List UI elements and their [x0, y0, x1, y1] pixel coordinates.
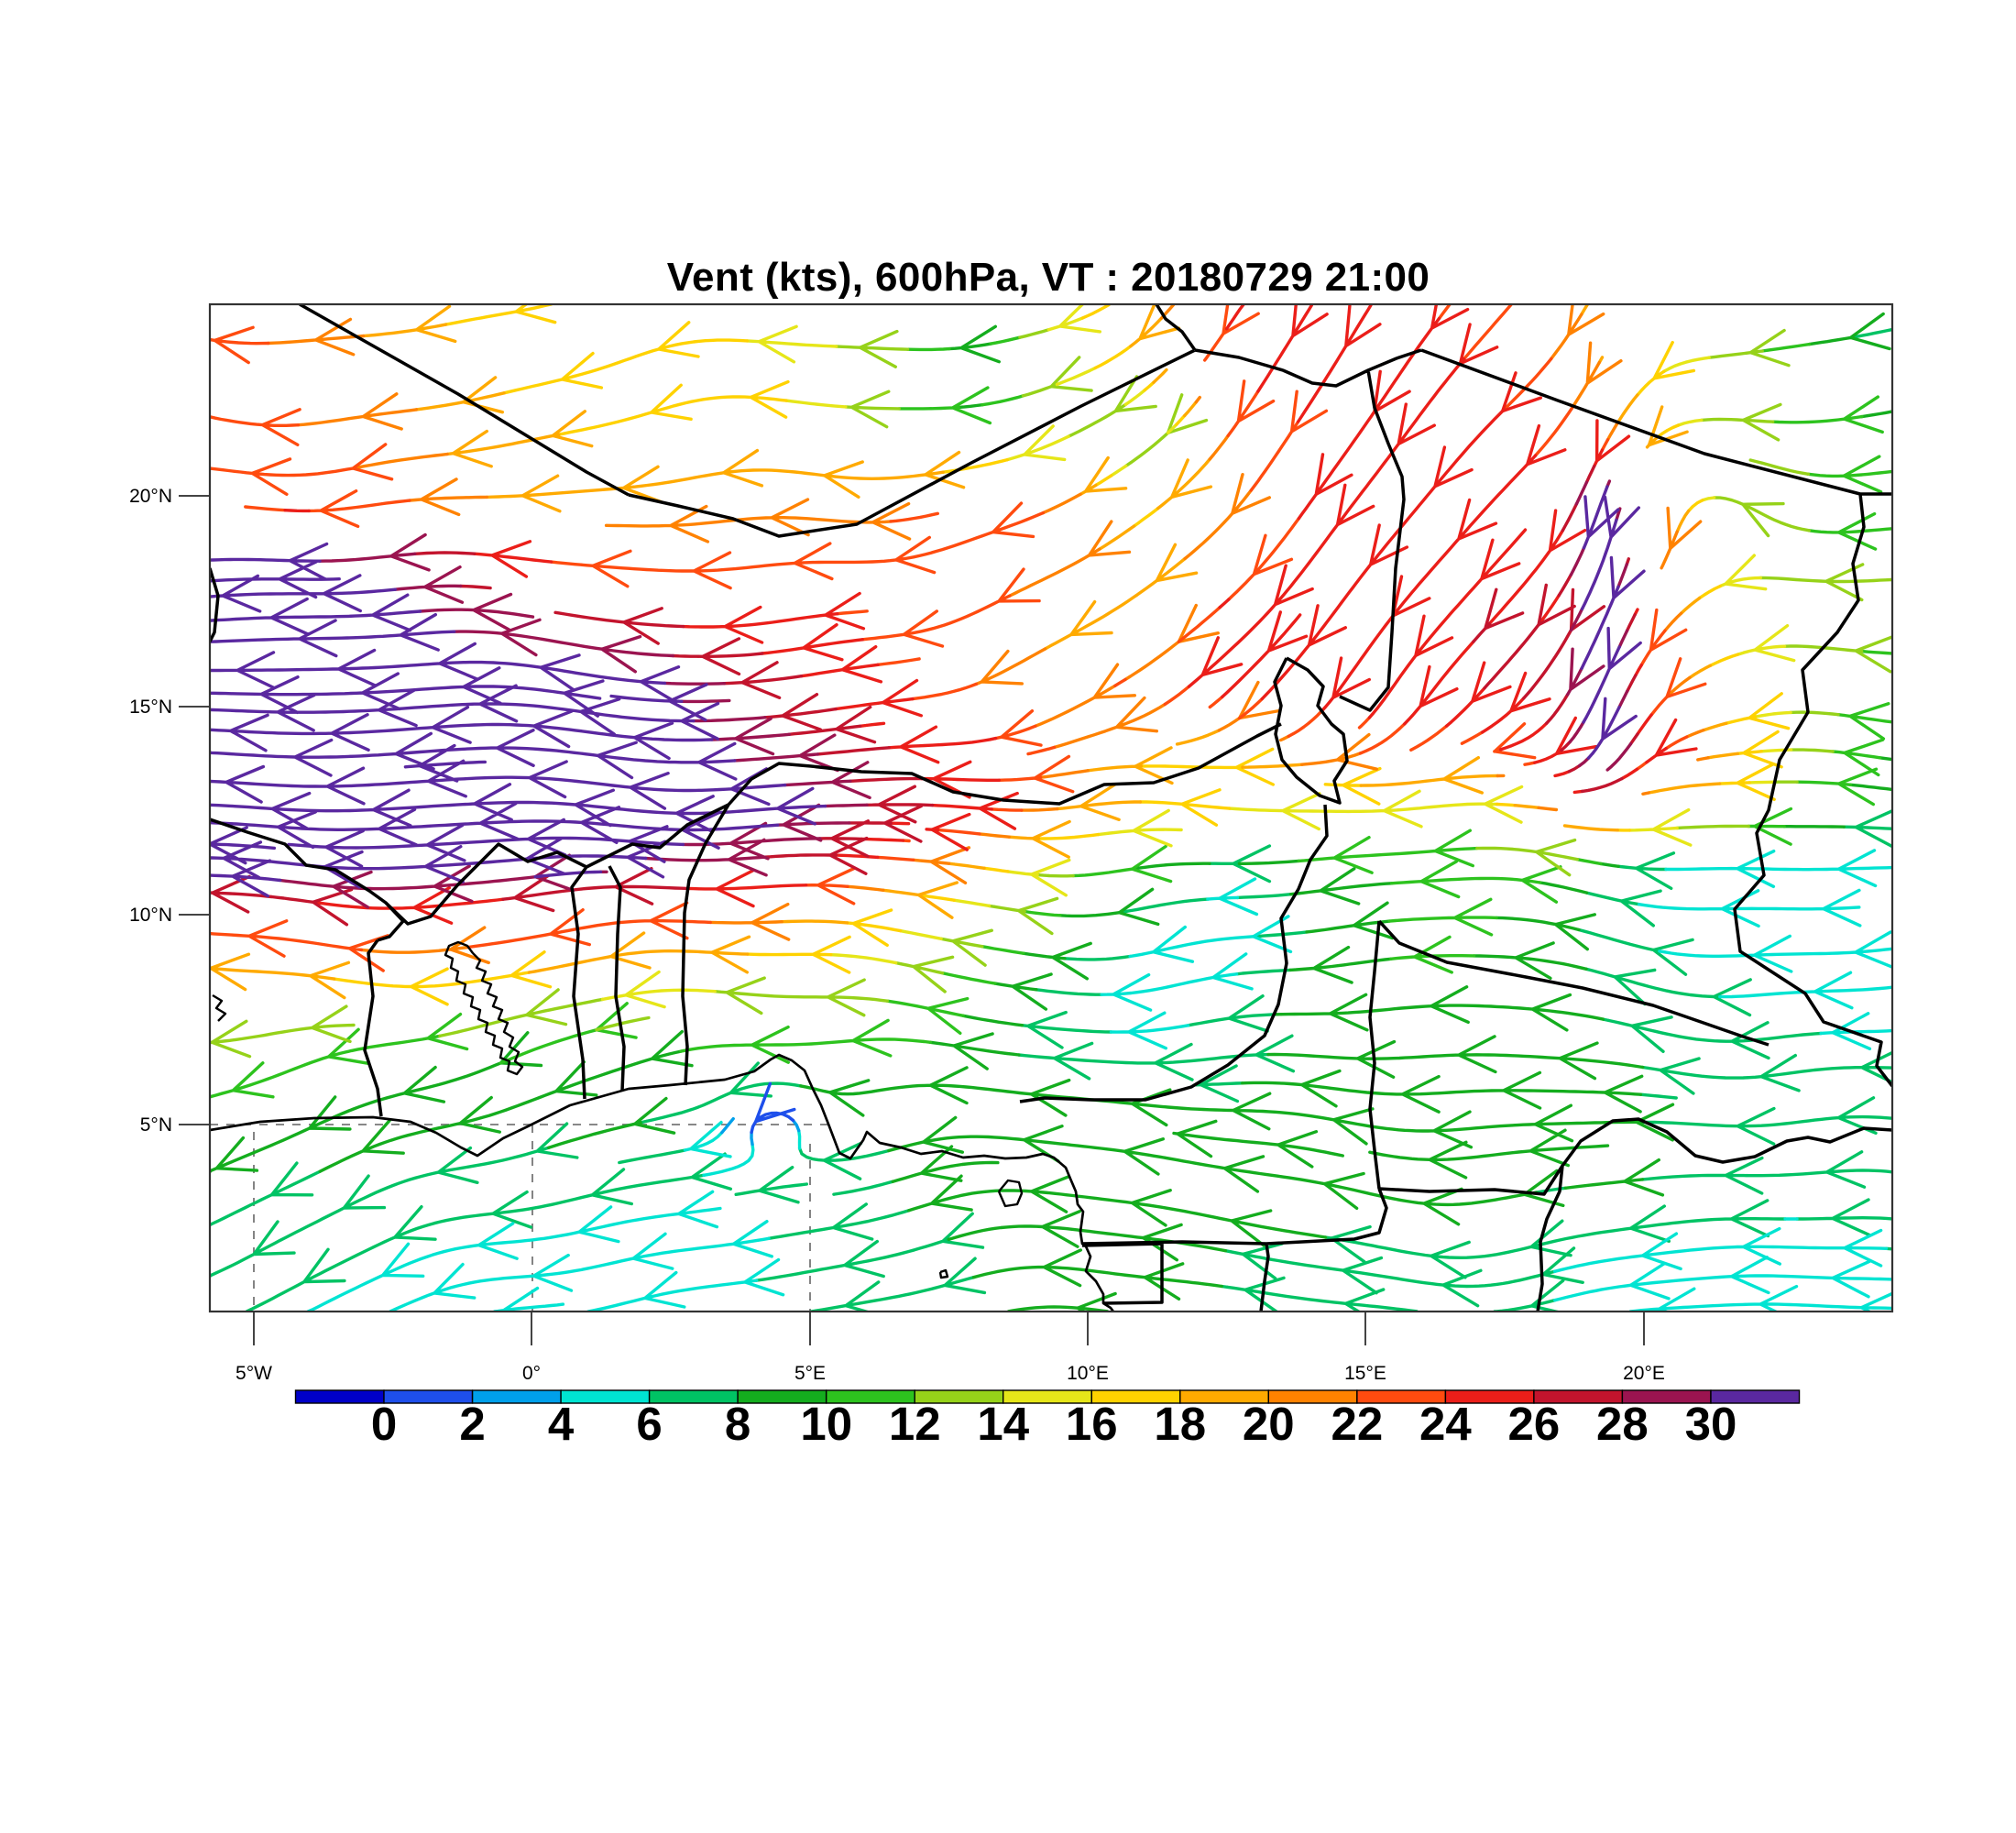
svg-text:5°E: 5°E [794, 1363, 826, 1384]
svg-text:14: 14 [977, 1398, 1029, 1450]
svg-text:0°: 0° [522, 1363, 541, 1384]
svg-text:8: 8 [725, 1398, 751, 1450]
svg-text:22: 22 [1331, 1398, 1384, 1450]
svg-text:16: 16 [1066, 1398, 1118, 1450]
svg-text:15°E: 15°E [1344, 1363, 1386, 1384]
svg-text:5°W: 5°W [236, 1363, 272, 1384]
svg-text:20: 20 [1243, 1398, 1295, 1450]
svg-text:12: 12 [889, 1398, 941, 1450]
svg-text:15°N: 15°N [129, 697, 172, 718]
svg-text:10°N: 10°N [129, 905, 172, 926]
svg-text:6: 6 [636, 1398, 662, 1450]
svg-text:0: 0 [371, 1398, 397, 1450]
svg-text:18: 18 [1154, 1398, 1206, 1450]
svg-text:2: 2 [459, 1398, 485, 1450]
svg-text:30: 30 [1685, 1398, 1737, 1450]
svg-text:4: 4 [548, 1398, 575, 1450]
svg-text:Vent (kts), 600hPa, VT : 20180: Vent (kts), 600hPa, VT : 20180729 21:00 [667, 255, 1430, 300]
svg-text:10: 10 [800, 1398, 852, 1450]
svg-text:24: 24 [1419, 1398, 1472, 1450]
svg-text:28: 28 [1596, 1398, 1649, 1450]
svg-text:20°N: 20°N [129, 486, 172, 507]
svg-text:5°N: 5°N [140, 1114, 172, 1136]
svg-text:26: 26 [1508, 1398, 1561, 1450]
svg-text:10°E: 10°E [1067, 1363, 1109, 1384]
svg-text:20°E: 20°E [1623, 1363, 1665, 1384]
